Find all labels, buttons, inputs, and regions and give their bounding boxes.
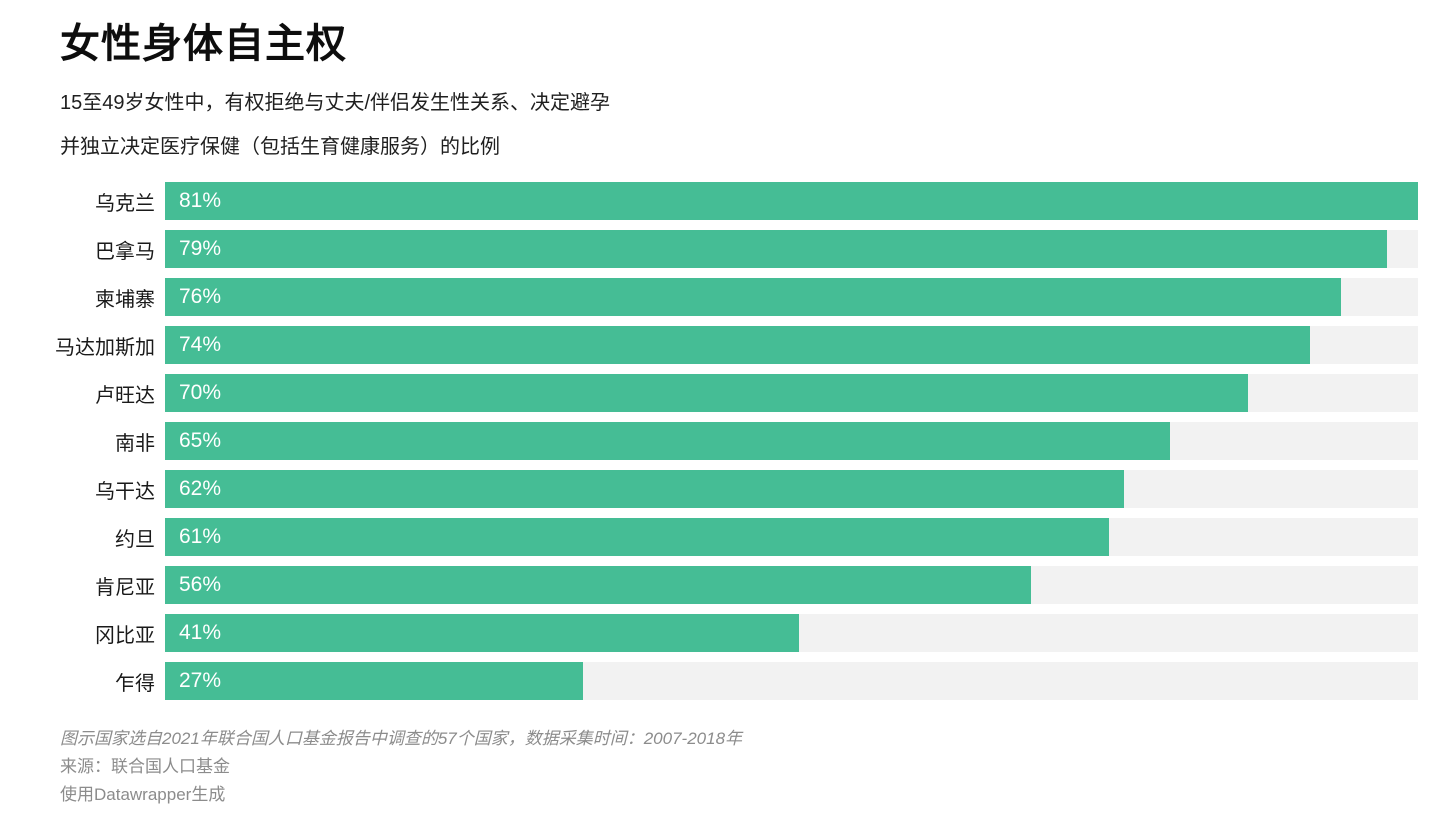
chart-row: 南非 65% xyxy=(0,422,1418,460)
bar-value-label: 56% xyxy=(179,573,222,596)
chart-footer: 图示国家选自2021年联合国人口基金报告中调查的57个国家，数据采集时间：200… xyxy=(0,725,1418,809)
bar-track: 62% xyxy=(165,470,1418,508)
bar-track: 81% xyxy=(165,182,1418,220)
bar-track: 65% xyxy=(165,422,1418,460)
bar-label: 柬埔寨 xyxy=(95,288,155,311)
bar-track: 61% xyxy=(165,518,1418,556)
bar-label: 马达加斯加 xyxy=(55,336,155,359)
bar-label: 乌干达 xyxy=(95,480,155,503)
chart-row: 卢旺达 70% xyxy=(0,374,1418,412)
bar-value-label: 41% xyxy=(179,621,222,644)
bar: 65% xyxy=(165,422,1171,460)
bar-track: 27% xyxy=(165,662,1418,700)
bar-track: 79% xyxy=(165,230,1418,268)
bar: 74% xyxy=(165,326,1310,364)
bar-value-label: 81% xyxy=(179,189,222,212)
bar-track: 76% xyxy=(165,278,1418,316)
bar-label: 巴拿马 xyxy=(95,240,155,263)
bar: 56% xyxy=(165,566,1032,604)
page-title: 女性身体自主权 xyxy=(60,22,347,66)
bar: 79% xyxy=(165,230,1388,268)
bar-value-label: 27% xyxy=(179,669,222,692)
bar-value-label: 70% xyxy=(179,381,222,404)
bar-label: 肯尼亚 xyxy=(95,576,155,599)
bar-value-label: 61% xyxy=(179,525,222,548)
chart-row: 乌克兰 81% xyxy=(0,182,1418,220)
chart-subtitle-line-2: 并独立决定医疗保健（包括生育健康服务）的比例 xyxy=(60,136,500,158)
bar-label: 乌克兰 xyxy=(95,192,155,215)
bar: 76% xyxy=(165,278,1341,316)
bar-track: 41% xyxy=(165,614,1418,652)
bar-track: 56% xyxy=(165,566,1418,604)
chart-source: 来源：联合国人口基金 xyxy=(60,757,230,776)
bar-label: 乍得 xyxy=(115,672,155,695)
bar-chart: 乌克兰 81% 巴拿马 79% 柬埔寨 76% 马达加斯加 74% xyxy=(0,182,1418,700)
bar: 81% xyxy=(165,182,1418,220)
chart-row: 巴拿马 79% xyxy=(0,230,1418,268)
chart-row: 乌干达 62% xyxy=(0,470,1418,508)
bar-value-label: 65% xyxy=(179,429,222,452)
chart-row: 约旦 61% xyxy=(0,518,1418,556)
chart-row: 马达加斯加 74% xyxy=(0,326,1418,364)
chart-note: 图示国家选自2021年联合国人口基金报告中调查的57个国家，数据采集时间：200… xyxy=(60,729,743,748)
chart-row: 柬埔寨 76% xyxy=(0,278,1418,316)
chart-row: 肯尼亚 56% xyxy=(0,566,1418,604)
chart-subtitle-line-1: 15至49岁女性中，有权拒绝与丈夫/伴侣发生性关系、决定避孕 xyxy=(60,92,611,114)
bar-value-label: 76% xyxy=(179,285,222,308)
bar-label: 南非 xyxy=(115,432,155,455)
bar-value-label: 79% xyxy=(179,237,222,260)
chart-row: 乍得 27% xyxy=(0,662,1418,700)
bar-label: 约旦 xyxy=(115,528,155,551)
bar: 41% xyxy=(165,614,800,652)
bar: 27% xyxy=(165,662,583,700)
bar: 70% xyxy=(165,374,1248,412)
bar: 62% xyxy=(165,470,1125,508)
chart-row: 冈比亚 41% xyxy=(0,614,1418,652)
bar-label: 卢旺达 xyxy=(95,384,155,407)
chart-attribution: 使用Datawrapper生成 xyxy=(60,785,226,804)
bar-label: 冈比亚 xyxy=(95,624,155,647)
bar-track: 70% xyxy=(165,374,1418,412)
bar-value-label: 74% xyxy=(179,333,222,356)
bar-track: 74% xyxy=(165,326,1418,364)
bar-value-label: 62% xyxy=(179,477,222,500)
bar: 61% xyxy=(165,518,1109,556)
